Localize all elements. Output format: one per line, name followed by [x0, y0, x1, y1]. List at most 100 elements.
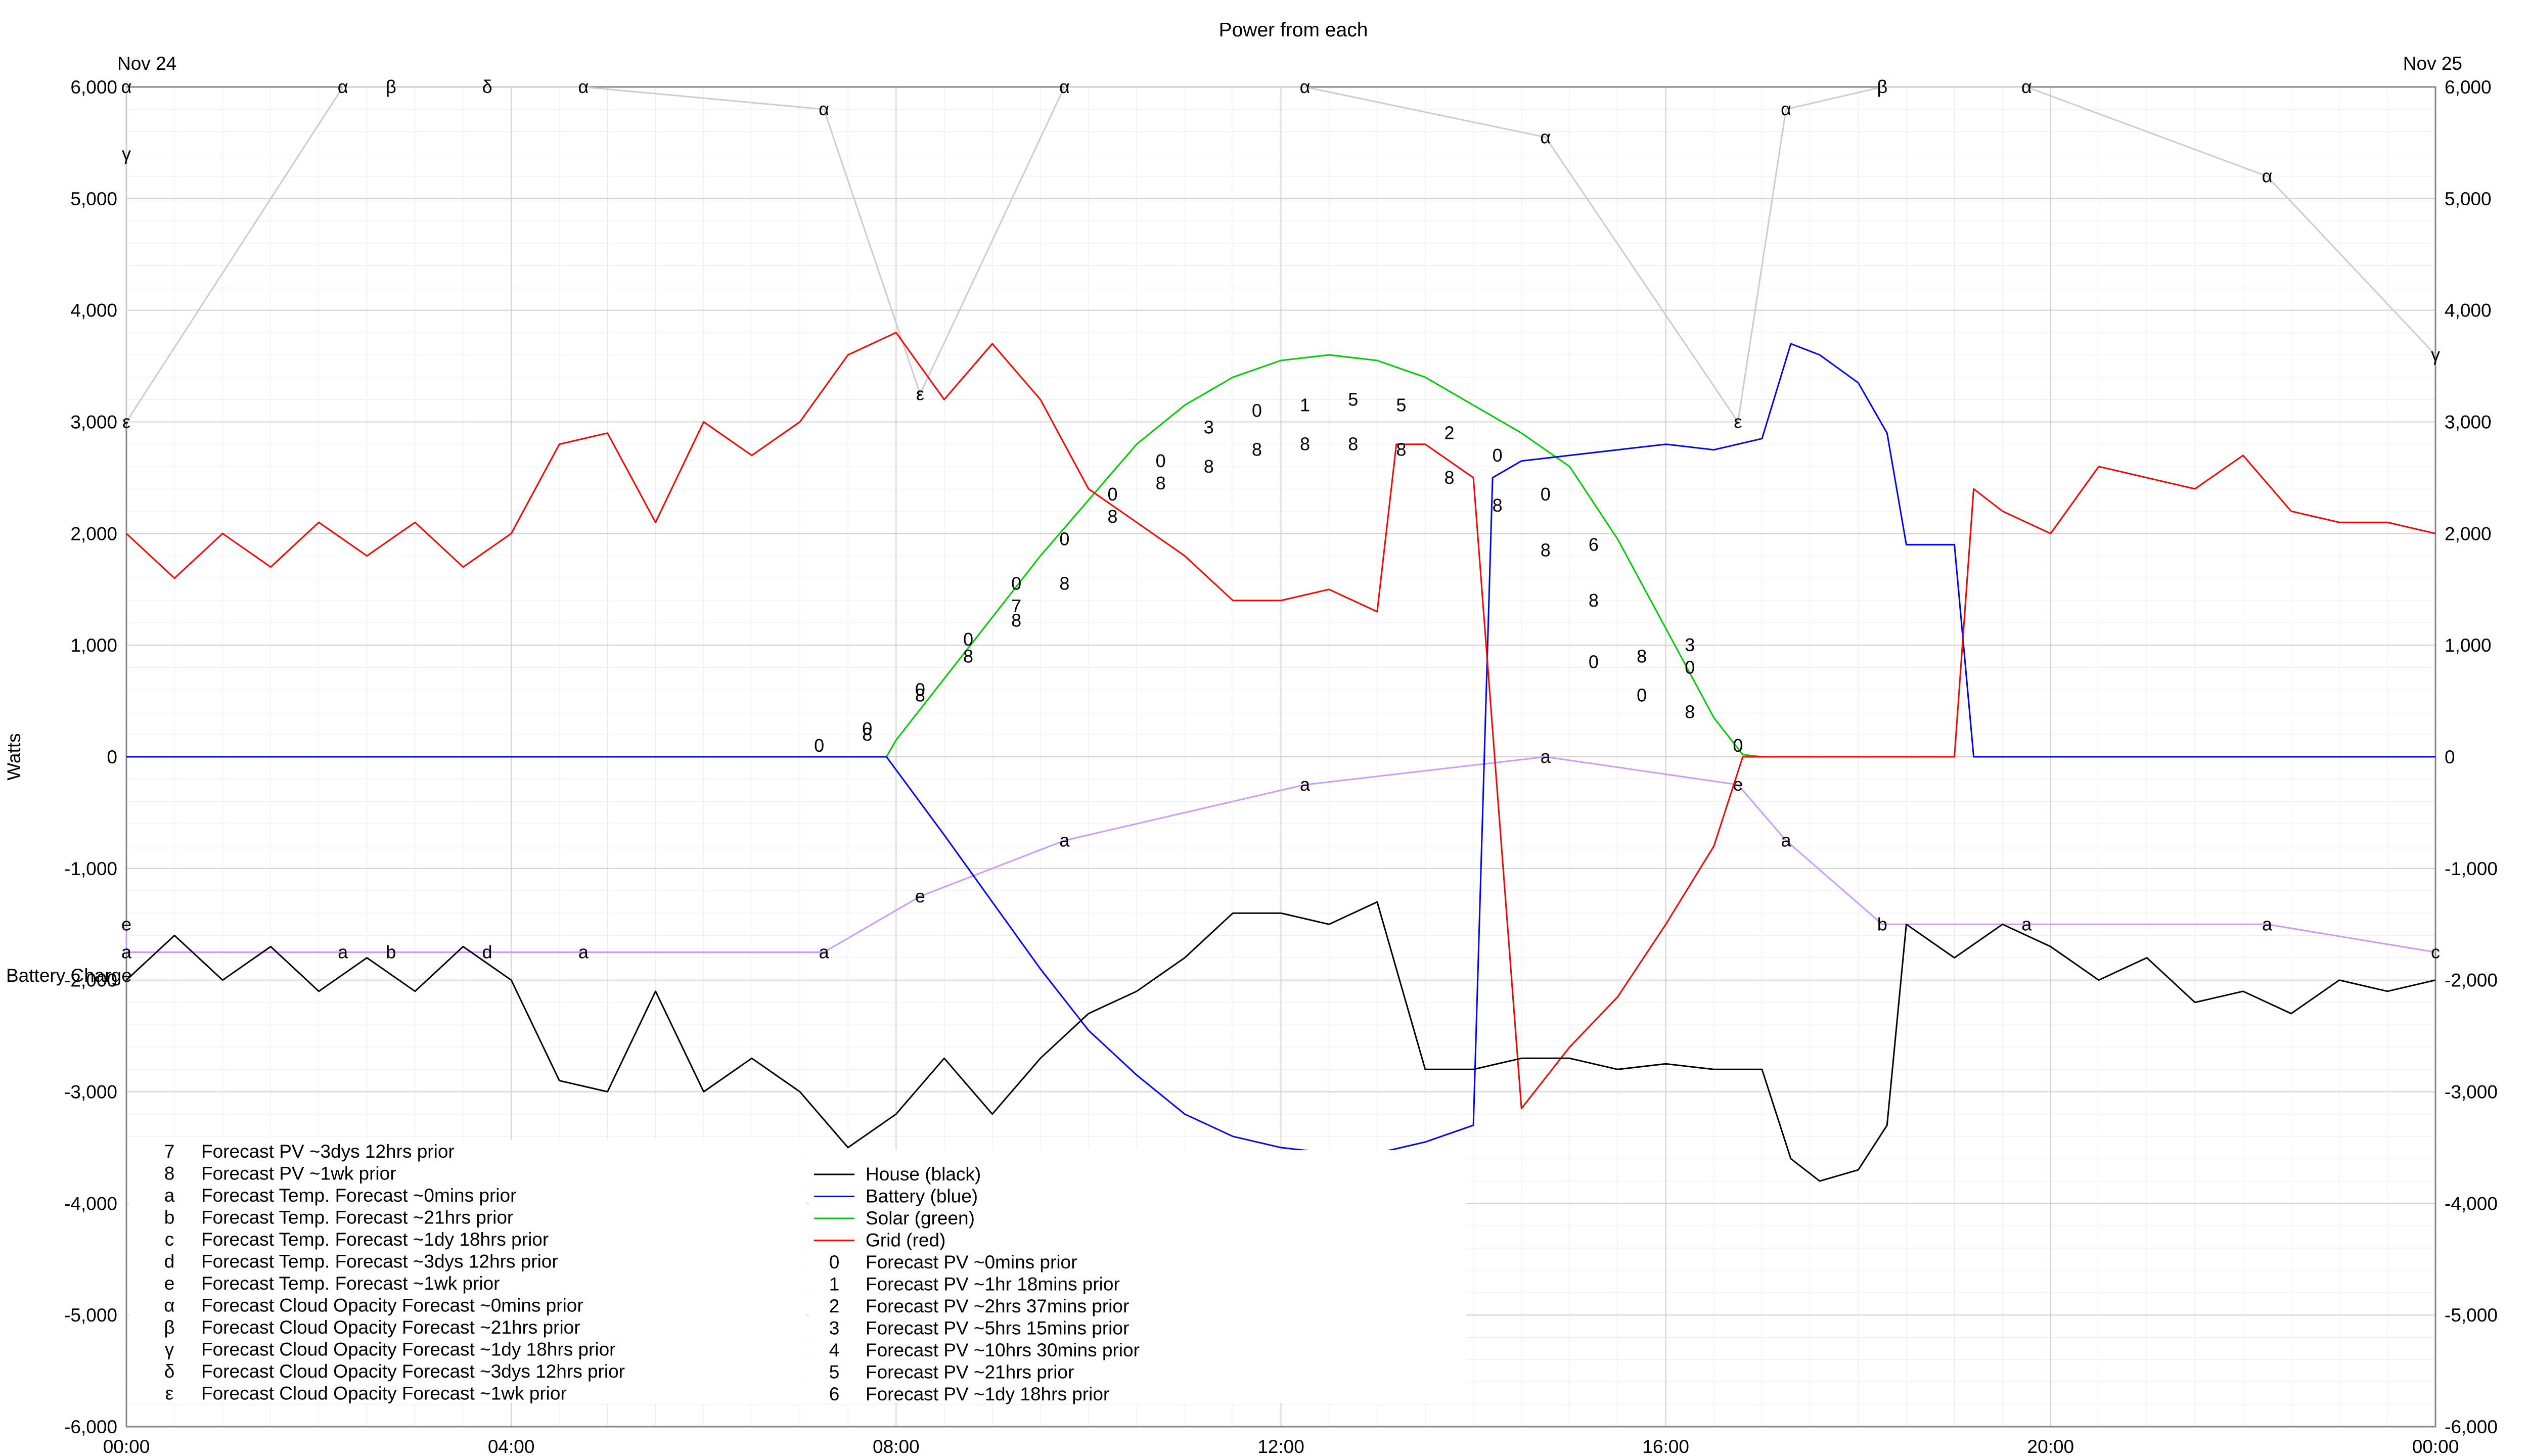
- temp-marker: a: [1541, 746, 1551, 767]
- y-tick-label: 0: [107, 747, 117, 767]
- legend-left-symbol: γ: [165, 1339, 174, 1360]
- y-tick-label: -3,000: [64, 1082, 117, 1103]
- y2-tick-label: -2,000: [2445, 970, 2498, 991]
- legend-right-entry: Forecast PV ~2hrs 37mins prior: [866, 1296, 1129, 1316]
- forecast-pv-marker: 8: [1541, 539, 1551, 560]
- legend-right: House (black)Battery (blue)Solar (green)…: [809, 1150, 1466, 1404]
- legend-left-entry: Forecast PV ~1wk prior: [201, 1163, 396, 1184]
- legend-left-background: [129, 1140, 806, 1403]
- y2-tick-label: 4,000: [2445, 300, 2492, 321]
- forecast-pv-marker: 8: [1348, 434, 1358, 454]
- legend-right-entry: Forecast PV ~5hrs 15mins prior: [866, 1318, 1129, 1339]
- y2-tick-label: -6,000: [2445, 1417, 2498, 1437]
- forecast-pv-marker: 0: [1637, 685, 1647, 706]
- temp-marker: a: [1781, 830, 1792, 851]
- forecast-pv-marker: 7: [1011, 596, 1021, 616]
- forecast-pv-marker: 8: [1204, 456, 1214, 477]
- legend-left-symbol: e: [164, 1273, 175, 1294]
- forecast-pv-marker: 8: [862, 724, 872, 745]
- series-line-grid: [125, 332, 2436, 1110]
- temp-marker: a: [2021, 914, 2032, 934]
- legend-left-symbol: 8: [164, 1163, 175, 1184]
- legend-right-entry: Forecast PV ~10hrs 30mins prior: [866, 1340, 1140, 1360]
- forecast-pv-marker: 0: [1252, 400, 1262, 421]
- forecast-pv-marker: 0: [862, 718, 872, 739]
- legend-left-entry: Forecast Cloud Opacity Forecast ~21hrs p…: [201, 1317, 580, 1338]
- y2-tick-label: -5,000: [2445, 1305, 2498, 1326]
- x-tick-label: 00:00: [2412, 1436, 2459, 1456]
- legend-left-entry: Forecast PV ~3dys 12hrs prior: [201, 1141, 455, 1162]
- legend-right-entry: Solar (green): [866, 1208, 975, 1228]
- legend-left-symbol: β: [164, 1317, 174, 1338]
- temp-marker: e: [915, 886, 925, 906]
- legend-left-entry: Forecast Temp. Forecast ~3dys 12hrs prio…: [201, 1251, 558, 1272]
- temp-marker: a: [819, 941, 830, 962]
- legend-left: 7 Forecast PV ~3dys 12hrs prior 8 Forecast …: [129, 1140, 806, 1404]
- cloud-marker: β: [1877, 76, 1887, 97]
- legend-left-symbol: a: [164, 1185, 175, 1206]
- x-tick-label: 16:00: [1642, 1436, 1689, 1456]
- forecast-pv-marker: 8: [1637, 646, 1647, 666]
- legend-right-entry: Forecast PV ~1hr 18mins prior: [866, 1274, 1120, 1295]
- y2-tick-label: -4,000: [2445, 1193, 2498, 1214]
- x-tick-label: 12:00: [1257, 1436, 1304, 1456]
- legend-left-symbol: d: [164, 1251, 175, 1272]
- y2-tick-label: 2,000: [2445, 523, 2492, 544]
- legend-right-symbol: 0: [829, 1252, 840, 1272]
- cloud-marker: α: [338, 76, 348, 97]
- y-tick-label: -2,000: [64, 970, 117, 991]
- legend-right-entry: Forecast PV ~0mins prior: [866, 1252, 1077, 1272]
- cloud-forecast-trace: [125, 86, 2436, 425]
- forecast-pv-marker: 0: [1733, 735, 1743, 756]
- forecast-pv-marker: 0: [1059, 528, 1069, 549]
- forecast-pv-marker: 8: [963, 646, 973, 666]
- forecast-pv-marker: 8: [1396, 439, 1406, 460]
- forecast-pv-marker: 0: [1011, 573, 1021, 594]
- cloud-marker: α: [1300, 76, 1311, 97]
- legend-left-symbol: 7: [164, 1141, 175, 1162]
- temp-marker: a: [1300, 774, 1311, 795]
- y-tick-label: 6,000: [70, 77, 117, 98]
- forecast-pv-marker: 6: [1589, 534, 1599, 555]
- forecast-pv-marker: 8: [915, 685, 925, 706]
- date-right-label: Nov 25: [2403, 53, 2462, 74]
- legend-right-symbol: 5: [829, 1362, 840, 1383]
- forecast-pv-marker: 2: [1444, 423, 1454, 443]
- legend-right-entry: Grid (red): [866, 1230, 945, 1251]
- forecast-pv-marker: 8: [1252, 439, 1262, 460]
- series-layer: [125, 332, 2436, 1182]
- legend-right-background: [809, 1150, 1466, 1403]
- forecast-pv-marker: 0: [1541, 484, 1551, 505]
- cloud-marker: γ: [2431, 344, 2440, 365]
- cloud-marker: α: [819, 99, 829, 119]
- forecast-pv-marker: 3: [1685, 634, 1695, 655]
- cloud-marker: ε: [916, 383, 924, 404]
- x-tick-label: 04:00: [488, 1436, 535, 1456]
- y-tick-label: 4,000: [70, 300, 117, 321]
- forecast-pv-marker: 0: [814, 735, 824, 756]
- legend-right-entry: Forecast PV ~1dy 18hrs prior: [866, 1384, 1109, 1404]
- y-tick-label: -4,000: [64, 1193, 117, 1214]
- temp-marker: c: [2431, 941, 2440, 962]
- forecast-pv-marker: 8: [1059, 573, 1069, 594]
- temp-marker: d: [482, 941, 492, 962]
- cloud-marker: ε: [1734, 412, 1742, 432]
- forecast-pv-marker: 8: [1156, 473, 1166, 493]
- cloud-marker: α: [121, 76, 132, 97]
- legend-left-entry: Forecast Temp. Forecast ~1wk prior: [201, 1273, 500, 1294]
- battery-charge-label: Battery Charge: [6, 965, 132, 986]
- legend-left-symbol: α: [164, 1295, 174, 1316]
- legend-left-entry: Forecast Temp. Forecast ~0mins prior: [201, 1185, 516, 1206]
- legend-left-symbol: δ: [164, 1361, 175, 1382]
- y2-tick-label: 5,000: [2445, 189, 2492, 209]
- forecast-pv-marker: 8: [1685, 702, 1695, 722]
- forecast-pv-marker: 8: [1493, 495, 1503, 516]
- cloud-forecast-layer: α γ ε α β δ α α ε α α α ε α β α α γ: [121, 76, 2440, 432]
- forecast-pv-marker: 0: [1107, 484, 1117, 505]
- cloud-marker: γ: [122, 144, 131, 164]
- cloud-marker: α: [578, 76, 589, 97]
- cloud-marker: α: [1059, 76, 1070, 97]
